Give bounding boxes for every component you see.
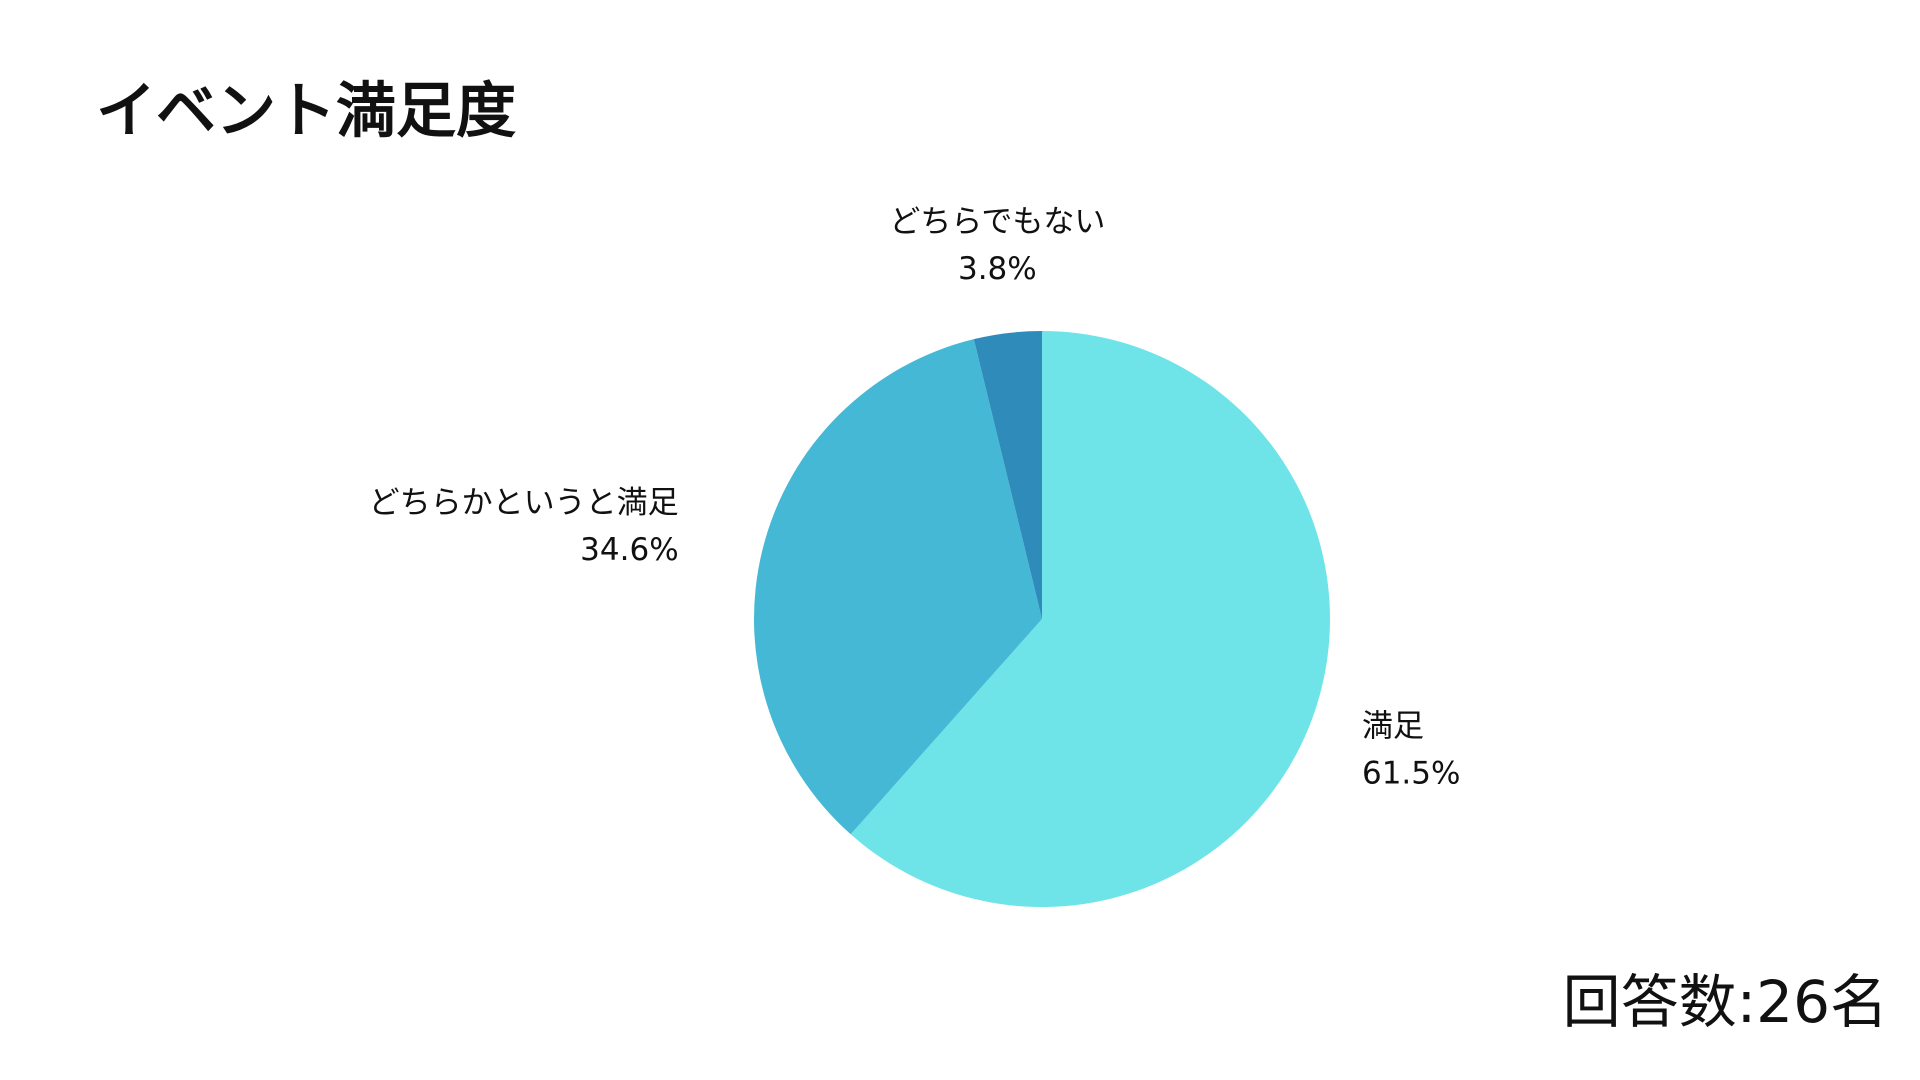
footnote: 回答数:26名 <box>1563 968 1888 1036</box>
chart-title: イベント満足度 <box>96 77 516 147</box>
slice-label: 満足 <box>1362 709 1424 745</box>
slice-label: どちらでもない <box>889 204 1105 240</box>
pie-slice <box>850 331 1330 908</box>
slice-value: 61.5% <box>1362 756 1460 792</box>
pie-slice <box>754 339 1042 835</box>
slice-value: 34.6% <box>580 532 678 568</box>
slice-label: どちらかというと満足 <box>369 485 679 521</box>
pie-slice <box>973 331 1042 619</box>
slice-value: 3.8% <box>958 251 1037 287</box>
